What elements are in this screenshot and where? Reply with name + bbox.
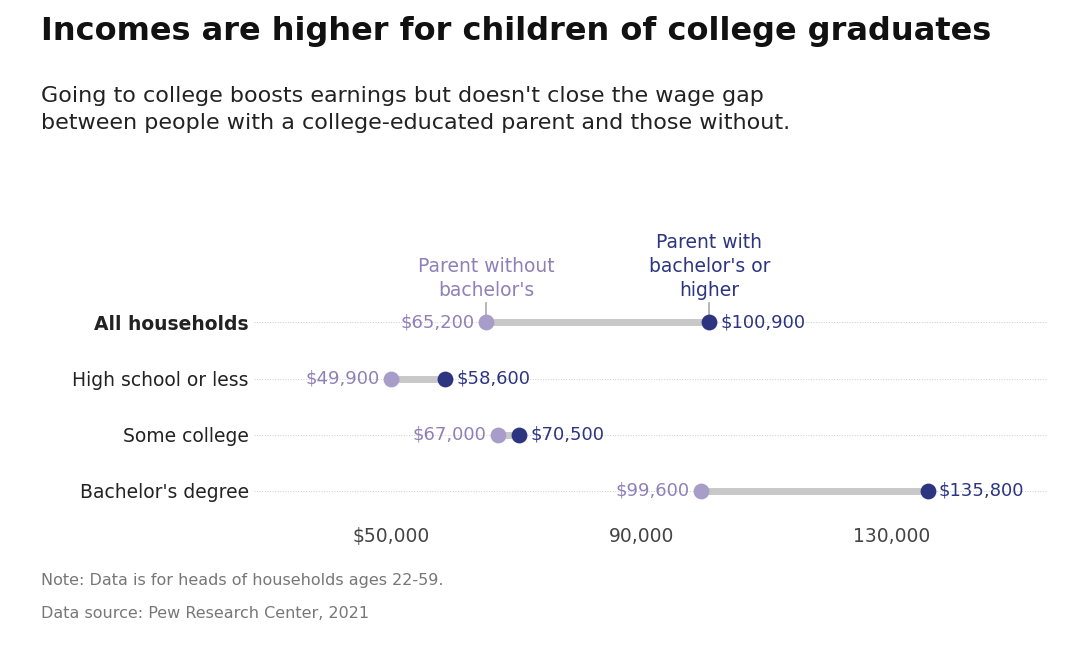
Text: Note: Data is for heads of households ages 22-59.: Note: Data is for heads of households ag…	[41, 573, 444, 588]
Text: $135,800: $135,800	[939, 481, 1024, 500]
Point	[436, 373, 454, 384]
Text: $100,900: $100,900	[720, 314, 806, 332]
Text: $49,900: $49,900	[306, 369, 379, 388]
Point	[511, 430, 528, 440]
Text: $99,600: $99,600	[616, 481, 690, 500]
Point	[477, 318, 495, 328]
Text: Incomes are higher for children of college graduates: Incomes are higher for children of colle…	[41, 16, 991, 47]
Text: Parent without
bachelor's: Parent without bachelor's	[418, 257, 555, 300]
Text: $67,000: $67,000	[413, 426, 486, 444]
Point	[701, 318, 718, 328]
Text: Parent with
bachelor's or
higher: Parent with bachelor's or higher	[649, 233, 770, 300]
Text: Going to college boosts earnings but doesn't close the wage gap
between people w: Going to college boosts earnings but doe…	[41, 86, 791, 133]
Point	[919, 485, 936, 496]
Point	[692, 485, 710, 496]
Text: $58,600: $58,600	[457, 369, 530, 388]
Text: Data source: Pew Research Center, 2021: Data source: Pew Research Center, 2021	[41, 606, 369, 621]
Point	[489, 430, 507, 440]
Text: $65,200: $65,200	[401, 314, 475, 332]
Text: $70,500: $70,500	[530, 426, 605, 444]
Point	[382, 373, 400, 384]
